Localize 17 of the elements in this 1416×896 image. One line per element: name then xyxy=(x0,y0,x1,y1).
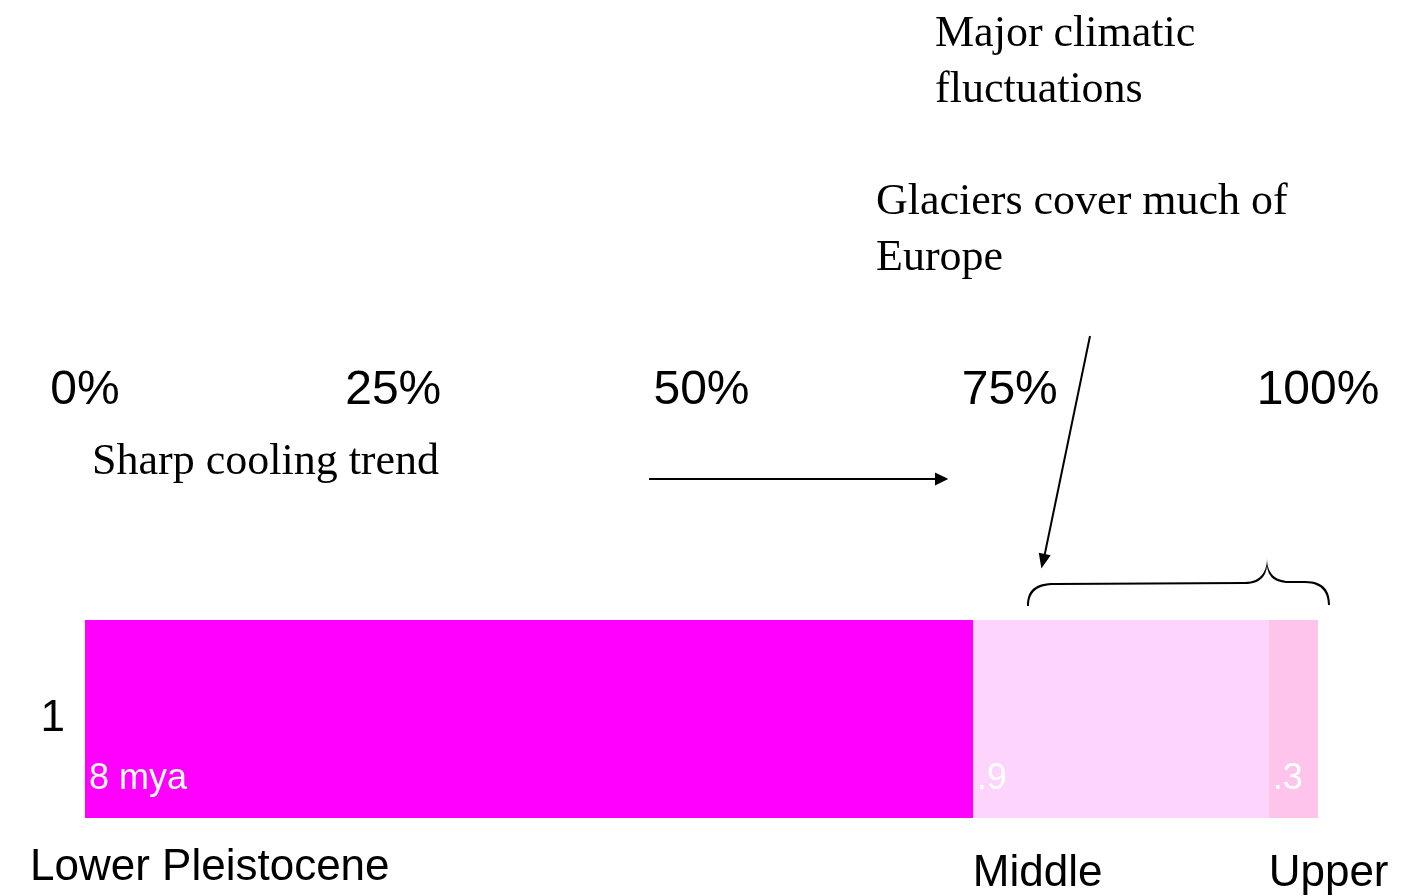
text: Glaciers cover much of Europe xyxy=(876,174,1289,282)
x-tick-label: 25% xyxy=(345,361,442,415)
x-tick-label: 0% xyxy=(50,361,120,415)
y-tick-label: 1 xyxy=(40,691,65,741)
bar xyxy=(1268,620,1318,818)
annotation: 8 mya xyxy=(89,756,189,797)
series-label: Upper xyxy=(1268,846,1389,895)
bar xyxy=(972,620,1270,818)
text: Sharp cooling trend xyxy=(92,434,441,486)
bar xyxy=(85,620,974,818)
annotation: .3 xyxy=(1272,756,1303,797)
text: Major climatic fluctuations xyxy=(935,6,1197,114)
x-tick-label: 100% xyxy=(1256,361,1380,415)
series-label: Middle xyxy=(972,846,1103,895)
series-label: Lower Pleistocene xyxy=(30,840,390,889)
x-tick-label: 75% xyxy=(961,361,1058,415)
x-tick-label: 50% xyxy=(653,361,750,415)
